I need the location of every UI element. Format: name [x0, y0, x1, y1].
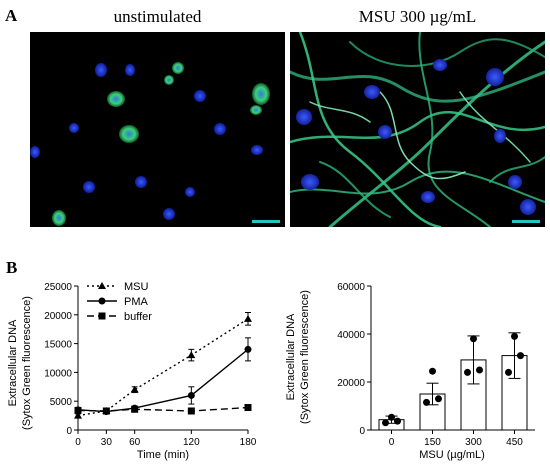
- data-point: [244, 345, 252, 353]
- nuclei-layer: [296, 59, 536, 215]
- bar-y-tick-label: 60000: [337, 282, 365, 293]
- data-point: [74, 411, 82, 419]
- data-point: [187, 407, 195, 415]
- replicate-point: [394, 417, 401, 425]
- bar-x-tick-label: 150: [424, 437, 441, 448]
- line-xlabel: Time (min): [137, 449, 189, 461]
- data-point: [74, 406, 82, 414]
- bar-x-tick-label: 300: [465, 437, 482, 448]
- msu-image: [290, 32, 545, 227]
- msu-title: MSU 300 µg/mL: [358, 7, 477, 26]
- replicate-point: [423, 398, 430, 406]
- unstimulated-image: [30, 62, 280, 226]
- legend-label-pma: PMA: [124, 296, 149, 308]
- replicate-point: [435, 395, 442, 403]
- data-point: [187, 391, 195, 399]
- replicate-point: [476, 366, 483, 374]
- line-y-tick-label: 20000: [44, 311, 72, 322]
- data-point: [130, 385, 139, 393]
- line-x-tick-label: 30: [101, 437, 113, 448]
- replicate-point: [470, 335, 477, 343]
- replicate-point: [517, 352, 524, 360]
- data-point: [131, 405, 139, 413]
- panel-a-label: A: [5, 6, 18, 25]
- line-y-tick-label: 25000: [44, 282, 72, 293]
- legend-marker-msu: [98, 282, 106, 289]
- line-x-tick-label: 120: [183, 437, 200, 448]
- bar-ylabel-1: Extracellular DNA: [285, 313, 297, 400]
- line-x-tick-label: 0: [75, 437, 81, 448]
- line-y-tick-label: 10000: [44, 368, 72, 379]
- unstimulated-title: unstimulated: [113, 7, 202, 26]
- line-ylabel-2: (Sytox Green fluorescence): [21, 296, 33, 430]
- bar-xlabel: MSU (µg/mL): [419, 449, 485, 461]
- bar-y-tick-label: 40000: [337, 330, 365, 341]
- bar-ylabel-2: (Sytox Green fluorescence): [299, 290, 311, 424]
- replicate-point: [388, 413, 395, 421]
- legend-marker-buffer: [98, 312, 106, 320]
- data-point: [244, 314, 252, 322]
- bar-x-tick-label: 0: [389, 437, 395, 448]
- replicate-point: [382, 419, 389, 427]
- dose-response-bar-chart: Extracellular DNA (Sytox Green fluoresce…: [285, 282, 535, 461]
- series-line: [77, 348, 249, 413]
- replicate-point: [464, 368, 471, 376]
- series-pma: [74, 337, 252, 416]
- msu-micrograph: [290, 32, 545, 227]
- data-point: [102, 407, 110, 415]
- line-x-tick-label: 60: [129, 437, 141, 448]
- bar-y-tick-label: 0: [359, 426, 365, 437]
- legend-label-msu: MSU: [124, 281, 149, 293]
- line-y-tick-label: 0: [66, 426, 72, 437]
- line-y-tick-label: 5000: [50, 397, 73, 408]
- net-fibers-layer: [290, 32, 545, 227]
- unstimulated-micrograph: [30, 32, 285, 227]
- series-msu: [74, 311, 252, 419]
- time-course-line-chart: Extracellular DNA (Sytox Green fluoresce…: [7, 281, 257, 461]
- legend-marker-pma: [98, 297, 106, 305]
- replicate-point: [429, 367, 436, 375]
- line-x-tick-label: 180: [240, 437, 257, 448]
- replicate-point: [505, 368, 512, 376]
- cells-layer: [30, 62, 270, 226]
- line-y-tick-label: 15000: [44, 340, 72, 351]
- legend-label-buffer: buffer: [124, 311, 152, 323]
- bar-x-tick-label: 450: [506, 437, 523, 448]
- scale-bar: [512, 220, 540, 223]
- replicate-point: [511, 332, 518, 340]
- panel-b-label: B: [6, 258, 18, 277]
- scale-bar: [252, 220, 280, 223]
- bar-y-tick-label: 20000: [337, 378, 365, 389]
- series-buffer: [74, 404, 252, 415]
- line-ylabel-1: Extracellular DNA: [7, 319, 19, 406]
- data-point: [244, 404, 252, 412]
- data-point: [187, 351, 196, 359]
